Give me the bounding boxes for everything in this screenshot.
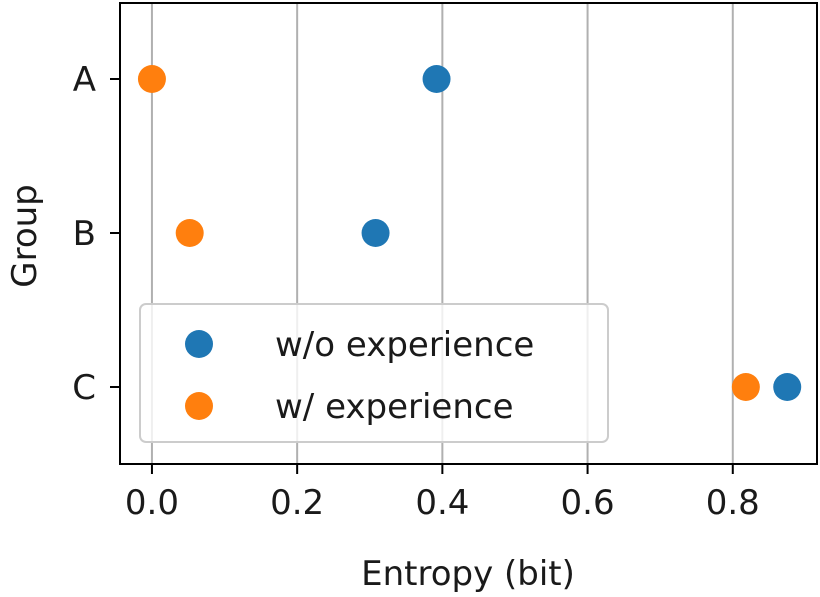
- y-category-label: A: [73, 60, 96, 100]
- x-tick-label: 0.0: [125, 483, 179, 523]
- x-tick-label: 0.4: [415, 483, 469, 523]
- legend: w/o experience w/ experience: [139, 303, 609, 443]
- legend-marker-with-experience: [185, 392, 213, 420]
- x-axis-label: Entropy (bit): [361, 554, 575, 594]
- point-with-experience: [175, 219, 204, 247]
- axis-ticks: 0.0 0.2 0.4 0.6 0.8 A B C: [72, 60, 760, 523]
- legend-marker-without-experience: [185, 330, 213, 358]
- x-tick-label: 0.8: [706, 483, 760, 523]
- data-points: [137, 65, 802, 401]
- point-with-experience: [137, 65, 166, 93]
- point-without-experience: [361, 219, 390, 247]
- x-tick-label: 0.6: [561, 483, 615, 523]
- y-category-label: C: [72, 368, 96, 408]
- y-category-label: B: [73, 214, 96, 254]
- legend-frame: [139, 303, 609, 443]
- point-with-experience: [731, 373, 760, 401]
- point-without-experience: [422, 65, 451, 93]
- legend-label-without-experience: w/o experience: [275, 325, 534, 365]
- x-tick-label: 0.2: [270, 483, 324, 523]
- y-axis-label: Group: [5, 184, 45, 288]
- legend-label-with-experience: w/ experience: [275, 387, 514, 427]
- point-without-experience: [773, 373, 802, 401]
